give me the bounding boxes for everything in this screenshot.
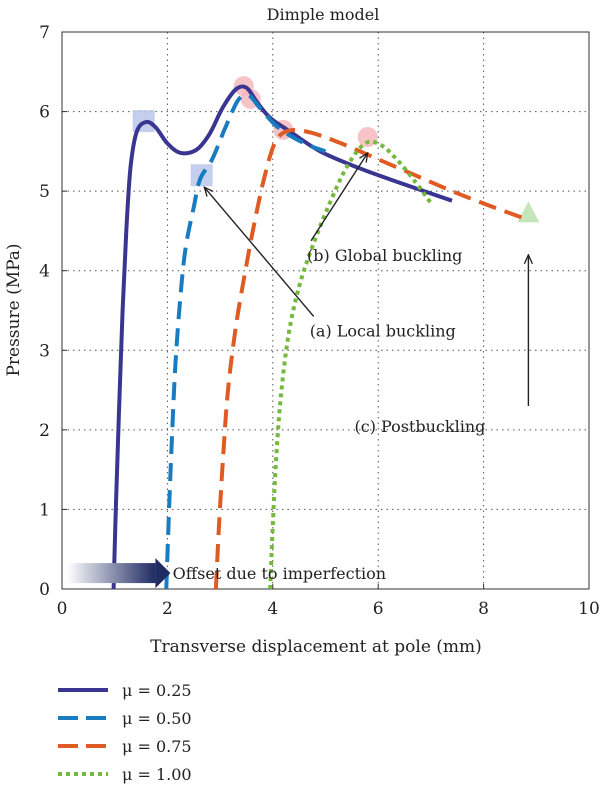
- legend-label-3: μ = 0.75: [122, 737, 192, 756]
- annotation-arrow: [204, 187, 315, 317]
- legend-label-1: μ = 0.25: [122, 681, 192, 700]
- offset-arrow-head: [155, 558, 171, 589]
- x-tick-label: 4: [267, 599, 278, 619]
- y-tick-label: 1: [39, 500, 50, 520]
- x-tick-label: 8: [478, 599, 489, 619]
- x-axis-ticks: 0 2 4 6 8 10: [57, 584, 600, 619]
- annotations: (b) Global buckling (a) Local buckling (c)…: [67, 153, 528, 589]
- annotation-text: (c) Postbuckling: [354, 417, 485, 436]
- annotation-text: Offset due to imperfection: [173, 564, 386, 583]
- series-line-4: [268, 139, 433, 590]
- y-tick-label: 3: [39, 341, 50, 361]
- annotation-text: (b) Global buckling: [307, 246, 462, 265]
- y-tick-label: 6: [39, 103, 50, 123]
- y-tick-label: 5: [39, 182, 50, 202]
- annotation-arrow: [310, 153, 368, 242]
- chart-title: Dimple model: [267, 5, 380, 24]
- legend-label-4: μ = 1.00: [122, 765, 192, 784]
- y-axis-label: Pressure (MPa): [4, 243, 24, 376]
- y-tick-label: 7: [39, 23, 50, 43]
- x-axis-label: Transverse displacement at pole (mm): [150, 637, 482, 657]
- series-line-3: [213, 127, 527, 590]
- y-tick-label: 4: [39, 262, 50, 282]
- x-tick-label: 10: [578, 599, 600, 619]
- y-axis-ticks: 0 1 2 3 4 5 6 7: [39, 23, 67, 600]
- x-tick-label: 2: [162, 599, 173, 619]
- offset-arrow-body: [67, 563, 156, 584]
- point-markers: [132, 76, 540, 223]
- circle-marker: [357, 127, 378, 148]
- x-tick-label: 0: [57, 599, 68, 619]
- triangle-marker: [517, 201, 540, 223]
- y-tick-label: 2: [39, 421, 50, 441]
- y-tick-label: 0: [39, 580, 50, 600]
- legend: μ = 0.25 μ = 0.50 μ = 0.75 μ = 1.00: [58, 681, 192, 784]
- legend-label-2: μ = 0.50: [122, 709, 192, 728]
- series-lines: [111, 84, 527, 590]
- annotation-text: (a) Local buckling: [310, 321, 456, 340]
- series-line-2: [164, 92, 327, 590]
- x-tick-label: 6: [373, 599, 384, 619]
- plot-frame: [61, 31, 590, 590]
